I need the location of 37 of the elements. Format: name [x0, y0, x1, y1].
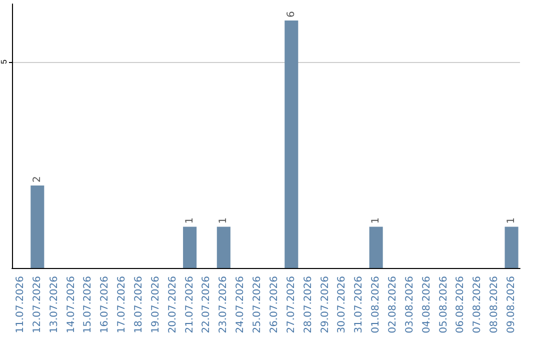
- x-tick-label: 05.08.2026: [438, 276, 450, 334]
- x-tick-label: 04.08.2026: [421, 276, 432, 334]
- x-tick-label: 12.07.2026: [32, 276, 43, 334]
- x-tick-label: 24.07.2026: [235, 276, 246, 334]
- x-tick-label: 14.07.2026: [66, 276, 77, 334]
- x-tick-label: 27.07.2026: [286, 276, 297, 334]
- data-label: 1: [218, 217, 230, 224]
- data-label: 2: [32, 176, 43, 182]
- x-tick-label: 22.07.2026: [201, 276, 212, 334]
- data-label: 1: [184, 217, 196, 224]
- x-tick-label: 16.07.2026: [100, 276, 111, 334]
- x-tick-label: 11.07.2026: [14, 276, 26, 334]
- data-label: 6: [286, 11, 297, 18]
- y-tick-label: 5: [0, 58, 8, 64]
- x-tick-label: 30.07.2026: [336, 276, 348, 334]
- x-tick-label: 07.08.2026: [472, 276, 484, 334]
- x-tick-label: 03.08.2026: [404, 276, 416, 334]
- x-tick-label: 06.08.2026: [455, 276, 466, 334]
- x-tick-label: 02.08.2026: [388, 276, 398, 334]
- x-tick-label: 26.07.2026: [268, 276, 280, 334]
- data-label: 1: [506, 217, 518, 224]
- x-tick-label: 31.07.2026: [354, 276, 365, 334]
- x-tick-label: 29.07.2026: [320, 276, 331, 334]
- x-tick-label: 09.08.2026: [506, 276, 518, 334]
- x-tick-label: 19.07.2026: [150, 276, 162, 334]
- x-tick-label: 20.07.2026: [167, 276, 178, 334]
- x-tick-label: 21.07.2026: [184, 276, 196, 334]
- x-tick-label: 17.07.2026: [116, 276, 128, 334]
- x-tick-label: 25.07.2026: [252, 276, 264, 334]
- x-tick-label: 13.07.2026: [48, 276, 60, 334]
- x-tick-label: 15.07.2026: [82, 276, 94, 334]
- x-tick-label: 18.07.2026: [134, 276, 144, 334]
- x-tick-label: 23.07.2026: [218, 276, 230, 334]
- x-tick-label: 01.08.2026: [370, 276, 382, 334]
- x-tick-label: 28.07.2026: [302, 276, 314, 334]
- x-tick-label: 08.08.2026: [489, 276, 500, 334]
- data-label: 1: [370, 217, 382, 224]
